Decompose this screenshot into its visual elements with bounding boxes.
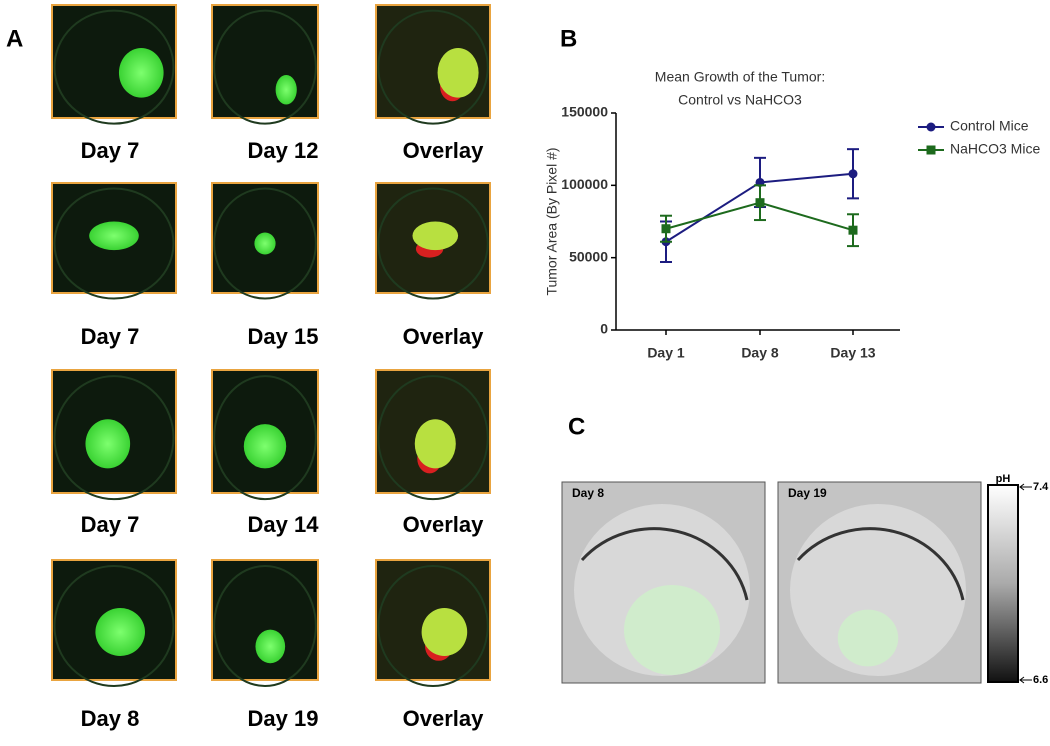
tumor-overlay xyxy=(837,609,899,667)
tumor-signal xyxy=(255,629,286,664)
y-tick-label: 100000 xyxy=(561,176,608,192)
data-point xyxy=(848,169,858,179)
tumor-signal xyxy=(421,608,468,656)
dish-ring xyxy=(377,9,489,125)
ph-image: Day 19 xyxy=(777,481,982,684)
data-point xyxy=(755,198,765,208)
dish-ring xyxy=(213,187,317,300)
image-caption: Overlay xyxy=(403,706,484,731)
colorbar xyxy=(987,484,1019,683)
dish-ring xyxy=(213,565,317,687)
image-tile xyxy=(375,4,491,125)
image-caption: Day 7 xyxy=(81,138,140,163)
colorbar-arrow xyxy=(1019,676,1032,684)
image-caption: Overlay xyxy=(403,512,484,537)
image-caption: Day 15 xyxy=(248,324,319,349)
dish-ring xyxy=(377,375,489,501)
image-tile xyxy=(51,369,177,501)
tumor-signal xyxy=(414,419,456,469)
image-caption: Overlay xyxy=(403,324,484,349)
panel-label: B xyxy=(560,25,577,52)
image-tile xyxy=(211,559,319,687)
tumor-signal xyxy=(85,419,131,469)
image-caption: Day 7 xyxy=(81,512,140,537)
x-tick-label: Day 13 xyxy=(830,345,875,361)
chart-title: Mean Growth of the Tumor: xyxy=(655,69,825,85)
x-tick-label: Day 8 xyxy=(741,345,779,361)
dish-ring xyxy=(213,375,317,501)
image-tile xyxy=(211,369,319,501)
panel-label: C xyxy=(568,413,585,440)
image-caption: Day 8 xyxy=(572,486,604,500)
tumor-signal xyxy=(95,608,145,656)
data-point xyxy=(848,225,858,235)
panel-label: A xyxy=(6,25,23,52)
image-tile xyxy=(375,369,491,501)
tumor-overlay xyxy=(624,585,720,675)
image-caption: Day 12 xyxy=(248,138,319,163)
dish-ring xyxy=(377,565,489,687)
y-tick-label: 0 xyxy=(600,321,608,337)
chart-subtitle: Control vs NaHCO3 xyxy=(678,92,802,108)
dish-ring xyxy=(377,187,489,300)
dish-ring xyxy=(53,9,175,125)
image-tile xyxy=(211,182,319,300)
image-caption: Day 8 xyxy=(81,706,140,731)
legend-label: NaHCO3 Mice xyxy=(950,141,1040,157)
y-axis-label: Tumor Area (By Pixel #) xyxy=(544,147,560,295)
image-caption: Day 19 xyxy=(248,706,319,731)
dish-area xyxy=(790,504,966,676)
data-point xyxy=(661,224,671,234)
y-tick-label: 50000 xyxy=(569,248,608,264)
panel-a: Day 7 Day 12 Overlay Day 7 Day 15 Overlay Day … xyxy=(51,4,491,731)
tumor-signal xyxy=(412,221,459,251)
image-tile xyxy=(51,182,177,300)
colorbar-min: 6.6 xyxy=(1033,674,1048,686)
legend-label: Control Mice xyxy=(950,118,1029,134)
tumor-signal xyxy=(89,221,139,251)
image-caption: Day 7 xyxy=(81,324,140,349)
image-caption: Day 14 xyxy=(248,512,320,537)
image-tile xyxy=(51,559,177,687)
dish-ring xyxy=(53,565,175,687)
tumor-signal xyxy=(437,47,479,98)
tumor-signal xyxy=(275,75,297,105)
y-tick-label: 150000 xyxy=(561,104,608,120)
panel-c: Day 8 Day 19 pH 7.4 6.6 xyxy=(561,473,1049,686)
tumor-signal xyxy=(118,47,164,98)
colorbar-arrow xyxy=(1019,483,1032,491)
ph-image: Day 8 xyxy=(561,481,766,684)
tumor-signal xyxy=(243,424,287,469)
tumor-signal xyxy=(254,232,276,255)
panel-b: Mean Growth of the Tumor: Control vs NaHC… xyxy=(544,69,1041,361)
image-caption: Day 19 xyxy=(788,486,827,500)
image-tile xyxy=(211,4,319,125)
dish-edge xyxy=(796,527,965,601)
image-tile xyxy=(51,4,177,125)
x-tick-label: Day 1 xyxy=(647,345,685,361)
dish-ring xyxy=(213,9,317,125)
legend-marker xyxy=(926,122,936,132)
image-caption: Overlay xyxy=(403,138,484,163)
image-tile xyxy=(375,182,491,300)
legend-marker xyxy=(926,145,936,155)
image-frame xyxy=(211,4,319,119)
image-tile xyxy=(375,559,491,687)
colorbar-max: 7.4 xyxy=(1033,481,1049,493)
dish-edge xyxy=(580,527,749,601)
dish-ring xyxy=(53,375,175,501)
dish-ring xyxy=(53,187,175,300)
colorbar-title: pH xyxy=(996,473,1011,485)
